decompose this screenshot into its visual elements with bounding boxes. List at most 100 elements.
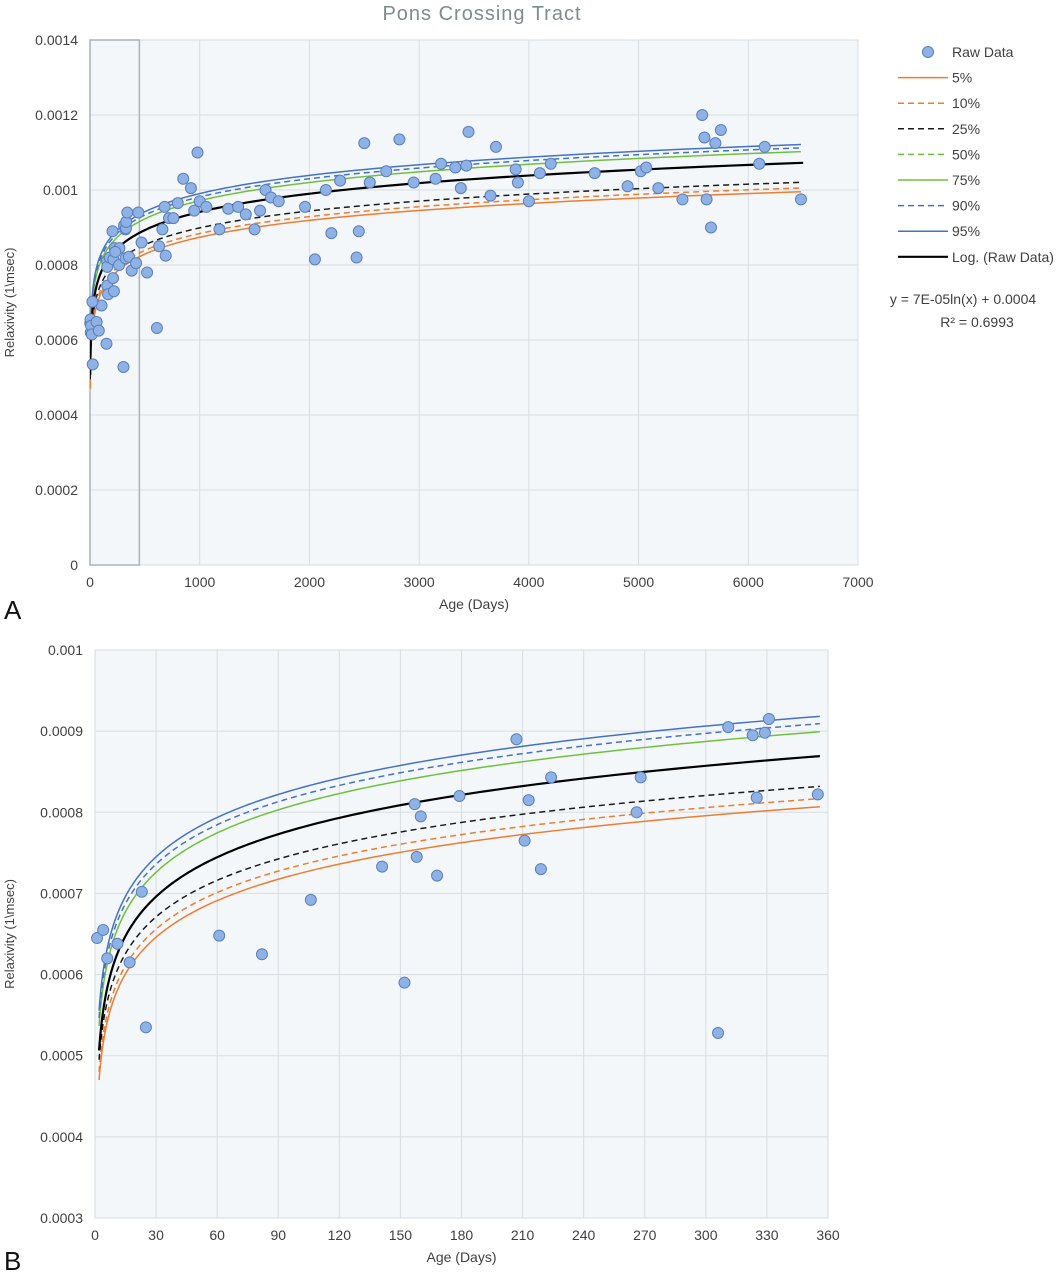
legend-label: 90% — [952, 198, 980, 214]
chart-a-data-point — [158, 200, 171, 213]
chart-a-y-tick-label: 0.001 — [43, 182, 78, 198]
chart-b-curve-p75 — [98, 731, 820, 1027]
chart-a-data-point — [758, 140, 771, 153]
chart-a-data-point — [435, 157, 448, 170]
chart-b-data-point — [213, 929, 226, 942]
chart-a-data-point — [698, 131, 711, 144]
chart-b-curve-p5 — [98, 805, 820, 1081]
chart-a-data-point — [308, 253, 321, 266]
chart-b-curve-p10 — [98, 797, 820, 1072]
chart-a-data-point — [533, 167, 546, 180]
chart-a-data-point — [449, 161, 462, 174]
chart-a-data-point — [358, 137, 371, 150]
chart-b-data-point — [522, 794, 535, 807]
chart-b-y-tick-label: 0.0004 — [40, 1129, 83, 1145]
chart-a-y-tick-label: 0.0002 — [35, 482, 78, 498]
chart-a-data-point — [159, 249, 172, 262]
chart-b-curve-p90 — [98, 722, 820, 1019]
chart-a-y-tick-label: 0.0012 — [35, 107, 78, 123]
chart-b-y-tick-label: 0.001 — [48, 642, 83, 658]
legend-label: 95% — [952, 223, 980, 239]
chart-a-data-point — [753, 157, 766, 170]
chart-a-y-tick-label: 0.0004 — [35, 407, 78, 423]
panel-letter-a: A — [4, 595, 22, 625]
chart-a-raw-data-series — [84, 109, 807, 373]
chart-a-y-axis-title: Relaxivity (1\msec) — [2, 248, 17, 358]
legend-label: 25% — [952, 121, 980, 137]
chart-b-x-tick-label: 0 — [91, 1227, 99, 1243]
chart-b-y-tick-label: 0.0007 — [40, 885, 83, 901]
chart-a-data-point — [232, 200, 245, 213]
chart-b-data-point — [762, 712, 775, 725]
chart-b-y-tick-label: 0.0009 — [40, 723, 83, 739]
chart-b-data-point — [376, 860, 389, 873]
chart-b-data-point — [510, 733, 523, 746]
chart-b-y-axis-title: Relaxivity (1\msec) — [2, 879, 17, 989]
chart-b-data-point — [304, 893, 317, 906]
chart-a-data-point — [652, 182, 665, 195]
chart-a-data-point — [588, 167, 601, 180]
chart-a-data-point — [407, 176, 420, 189]
chart-b-x-tick-label: 30 — [148, 1227, 164, 1243]
chart-a-data-point — [156, 223, 169, 236]
chart-b-y-tick-label: 0.0003 — [40, 1210, 83, 1226]
chart-a-data-point — [191, 146, 204, 159]
chart-a-data-point — [107, 272, 120, 285]
chart-a-data-point — [177, 172, 190, 185]
chart-a-data-point — [511, 176, 524, 189]
chart-b-x-tick-label: 90 — [270, 1227, 286, 1243]
chart-a-data-point — [454, 182, 467, 195]
chart-a-r-squared: R² = 0.6993 — [940, 314, 1014, 330]
chart-a-data-point — [254, 204, 267, 217]
chart-a-data-point — [188, 204, 201, 217]
chart-a-y-tick-label: 0.0014 — [35, 32, 78, 48]
chart-a-data-point — [86, 358, 99, 371]
chart-a: 0 1000 2000 3000 4000 5000 6000 7000 0 0.0002 0.00… — [2, 32, 874, 612]
chart-a-x-tick-label: 2000 — [294, 574, 325, 590]
legend-label: Log. (Raw Data) — [952, 249, 1054, 265]
chart-b-data-point — [630, 806, 643, 819]
chart-b-data-point — [111, 937, 124, 950]
chart-a-data-point — [130, 257, 143, 270]
chart-a-title: Pons Crossing Tract — [382, 3, 581, 25]
chart-b-data-point — [414, 810, 427, 823]
chart-a-data-point — [522, 195, 535, 208]
chart-a-data-point — [640, 161, 653, 174]
chart-a-data-point — [248, 223, 261, 236]
chart-b-data-point — [255, 948, 268, 961]
chart-a-data-point — [184, 182, 197, 195]
chart-b-x-tick-label: 330 — [755, 1227, 779, 1243]
legend-marker-raw-data — [922, 46, 934, 58]
chart-a-data-point — [380, 165, 393, 178]
chart-b-data-point — [811, 788, 824, 801]
chart-b-raw-data-series — [91, 712, 824, 1039]
chart-a-x-tick-label: 6000 — [733, 574, 764, 590]
chart-b-x-tick-label: 180 — [450, 1227, 474, 1243]
chart-b-y-tick-label: 0.0005 — [40, 1048, 83, 1064]
chart-a-data-point — [460, 159, 473, 172]
chart-a-data-point — [794, 193, 807, 206]
chart-a-plot-area — [89, 39, 859, 566]
chart-b-data-point — [408, 798, 421, 811]
chart-a-data-point — [350, 251, 363, 264]
chart-b-data-point — [91, 932, 104, 945]
legend-label: Raw Data — [952, 44, 1014, 60]
chart-b-data-point — [431, 869, 444, 882]
chart-a-data-point — [106, 225, 119, 238]
chart-a-data-point — [117, 361, 130, 373]
chart-b-x-tick-label: 120 — [328, 1227, 352, 1243]
chart-a-data-point — [676, 193, 689, 206]
chart-a-data-point — [489, 140, 502, 153]
chart-a-data-point — [462, 125, 475, 138]
chart-b-x-tick-label: 300 — [694, 1227, 718, 1243]
chart-a-x-tick-label: 0 — [86, 574, 94, 590]
chart-a-data-point — [135, 236, 148, 249]
chart-a-data-point — [319, 184, 332, 196]
chart-a-data-point — [509, 163, 522, 176]
chart-b-data-point — [139, 1021, 152, 1034]
chart-a-data-point — [150, 322, 163, 334]
chart-b-x-tick-label: 270 — [633, 1227, 657, 1243]
chart-a-data-point — [107, 285, 120, 298]
chart-b-data-point — [758, 726, 771, 739]
